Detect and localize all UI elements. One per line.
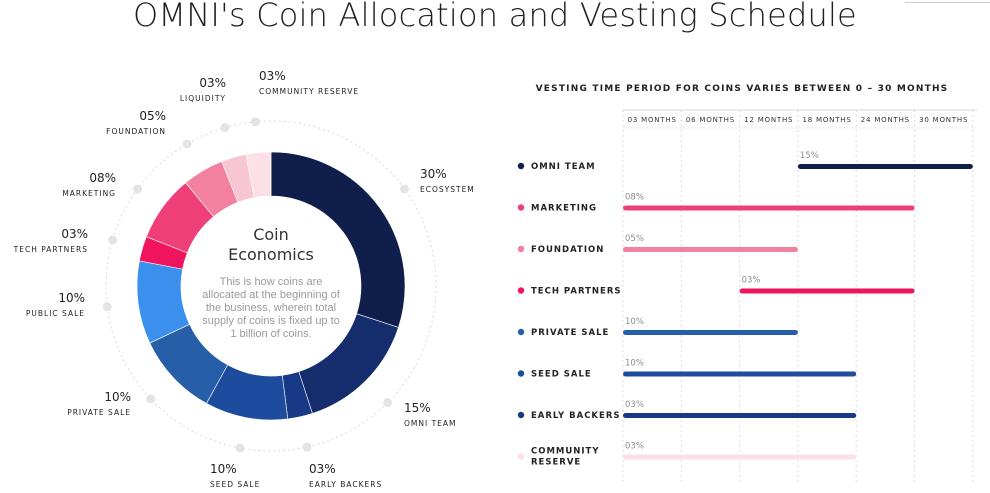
vesting-row-dot-early-backers bbox=[517, 411, 525, 419]
vesting-bar-pct-tech-partners: 03% bbox=[742, 276, 761, 286]
slice-label-omni-team: OMNI TEAM bbox=[404, 419, 457, 428]
vesting-bar-omni-team bbox=[797, 164, 973, 169]
marker-dot-ecosystem bbox=[399, 184, 409, 194]
marker-dot-community-reserve bbox=[250, 117, 260, 127]
donut-slice-omni-team bbox=[298, 313, 399, 414]
vesting-bar-pct-early-backers: 03% bbox=[625, 400, 644, 410]
marker-dot-private-sale bbox=[146, 394, 156, 404]
dotted-ring bbox=[105, 120, 437, 452]
vesting-bar-pct-community-reserve: 03% bbox=[625, 442, 644, 452]
slice-pct-public-sale: 10% bbox=[58, 291, 85, 305]
slice-label-public-sale: PUBLIC SALE bbox=[26, 309, 85, 318]
vesting-column-label: 24 MONTHS bbox=[861, 116, 910, 124]
slice-label-community-reserve: COMMUNITY RESERVE bbox=[259, 87, 359, 96]
vesting-bar-pct-omni-team: 15% bbox=[800, 151, 819, 161]
vesting-row-dot-community-reserve bbox=[517, 453, 525, 460]
vesting-row-dot-tech-partners bbox=[517, 287, 525, 294]
slice-pct-ecosystem: 30% bbox=[420, 167, 447, 181]
center-desc-line: the business, wherein total bbox=[206, 302, 336, 314]
vesting-row-label-marketing: MARKETING bbox=[531, 204, 597, 214]
center-desc-line: allocated at the beginning of bbox=[202, 289, 341, 301]
vesting-row-label-tech-partners: TECH PARTNERS bbox=[531, 287, 622, 297]
vesting-row-label-early-backers: EARLY BACKERS bbox=[531, 411, 621, 421]
vesting-bar-tech-partners bbox=[739, 288, 915, 294]
marker-dot-omni-team bbox=[383, 398, 393, 408]
vesting-bar-pct-seed-sale: 10% bbox=[625, 359, 644, 369]
vesting-chart: VESTING TIME PERIOD FOR COINS VARIES BET… bbox=[517, 84, 977, 482]
slice-pct-community-reserve: 03% bbox=[259, 69, 286, 83]
slice-label-seed-sale: SEED SALE bbox=[210, 480, 260, 489]
vesting-column-label: 03 MONTHS bbox=[628, 116, 677, 124]
slice-label-private-sale: PRIVATE SALE bbox=[67, 408, 131, 417]
top-divider bbox=[905, 2, 990, 3]
center-desc-line: supply of coins is fixed up to bbox=[202, 315, 340, 327]
vesting-bar-pct-marketing: 08% bbox=[625, 193, 644, 203]
vesting-row-dot-private-sale bbox=[517, 328, 525, 336]
vesting-row-dot-foundation bbox=[517, 245, 525, 253]
slice-label-early-backers: EARLY BACKERS bbox=[309, 480, 382, 489]
marker-dot-tech-partners bbox=[108, 235, 118, 245]
marker-dot-foundation bbox=[182, 139, 192, 149]
vesting-bar-pct-private-sale: 10% bbox=[625, 317, 644, 327]
marker-dot-early-backers bbox=[302, 442, 312, 452]
slice-pct-seed-sale: 10% bbox=[210, 462, 237, 476]
donut-slice-community-reserve bbox=[245, 151, 272, 198]
vesting-row-label-foundation: FOUNDATION bbox=[531, 245, 604, 255]
marker-dot-public-sale bbox=[102, 302, 112, 312]
slice-pct-early-backers: 03% bbox=[309, 462, 336, 476]
vesting-row-dot-seed-sale bbox=[517, 370, 525, 377]
vesting-bar-foundation bbox=[623, 247, 798, 252]
marker-dot-marketing bbox=[133, 184, 143, 194]
vesting-bar-early-backers bbox=[623, 413, 857, 418]
marker-dot-liquidity bbox=[220, 123, 230, 133]
vesting-bar-pct-foundation: 05% bbox=[625, 234, 644, 244]
slice-pct-foundation: 05% bbox=[139, 109, 166, 123]
vesting-bar-seed-sale bbox=[623, 371, 857, 377]
vesting-bar-community-reserve bbox=[623, 454, 857, 460]
slice-pct-marketing: 08% bbox=[89, 171, 116, 185]
slice-pct-private-sale: 10% bbox=[104, 390, 131, 404]
vesting-column-label: 06 MONTHS bbox=[686, 116, 735, 124]
slice-label-foundation: FOUNDATION bbox=[106, 127, 166, 136]
donut-slice-ecosystem bbox=[270, 151, 406, 328]
vesting-row-label-community-reserve: COMMUNITY bbox=[531, 447, 600, 457]
vesting-column-label: 12 MONTHS bbox=[744, 116, 793, 124]
page-title: OMNI's Coin Allocation and Vesting Sched… bbox=[133, 0, 857, 34]
vesting-bar-marketing bbox=[623, 205, 915, 211]
slice-pct-liquidity: 03% bbox=[199, 76, 226, 90]
center-title-line: Coin bbox=[253, 225, 289, 244]
slice-pct-tech-partners: 03% bbox=[61, 227, 88, 241]
vesting-title: VESTING TIME PERIOD FOR COINS VARIES BET… bbox=[536, 84, 949, 94]
vesting-row-dot-marketing bbox=[517, 204, 525, 211]
vesting-row-label-private-sale: PRIVATE SALE bbox=[531, 328, 609, 338]
slice-label-marketing: MARKETING bbox=[62, 189, 116, 198]
marker-dot-seed-sale bbox=[235, 443, 245, 453]
vesting-bar-private-sale bbox=[623, 330, 798, 335]
vesting-row-label-seed-sale: SEED SALE bbox=[531, 370, 592, 380]
slice-label-tech-partners: TECH PARTNERS bbox=[13, 245, 88, 254]
donut-chart: 30% ECOSYSTEM 15% OMNI TEAM 03% EARLY BACKERS… bbox=[13, 69, 475, 489]
slice-pct-omni-team: 15% bbox=[404, 401, 431, 415]
slice-label-ecosystem: ECOSYSTEM bbox=[420, 185, 475, 194]
slice-label-liquidity: LIQUIDITY bbox=[180, 94, 226, 103]
vesting-row-label-community-reserve: RESERVE bbox=[531, 458, 581, 468]
center-desc-line: 1 billion of coins. bbox=[230, 328, 311, 340]
vesting-row-dot-omni-team bbox=[517, 162, 525, 170]
vesting-row-label-omni-team: OMNI TEAM bbox=[531, 162, 596, 172]
center-title-line: Economics bbox=[228, 245, 314, 264]
vesting-column-label: 30 MONTHS bbox=[919, 116, 968, 124]
vesting-column-label: 18 MONTHS bbox=[802, 116, 851, 124]
center-desc-line: This is how coins are bbox=[220, 276, 323, 288]
